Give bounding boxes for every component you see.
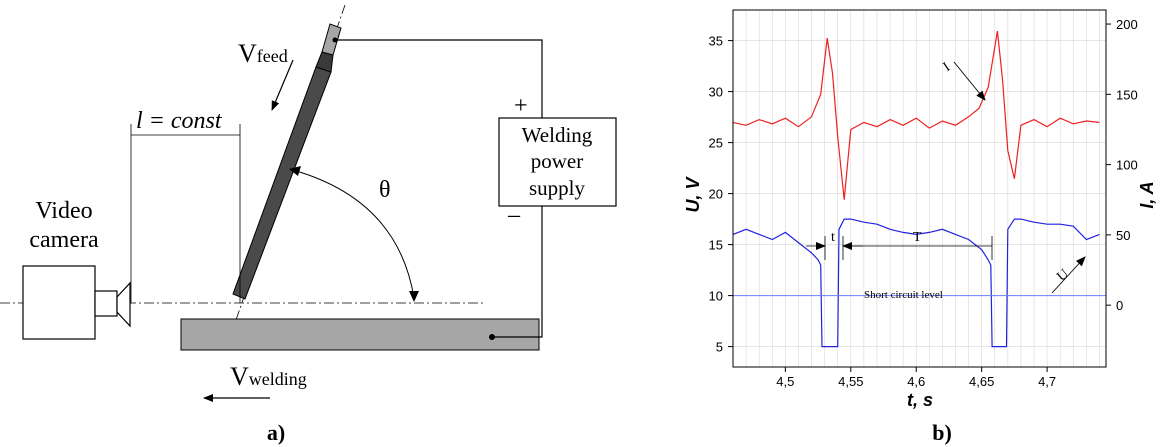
voltage-pointer-line (1051, 256, 1086, 294)
y-left-tick-label: 30 (709, 85, 723, 100)
camera-lens-hood (116, 281, 131, 328)
x-tick-label: 4,7 (1038, 374, 1056, 389)
y-right-tick-label: 0 (1116, 298, 1123, 313)
y-left-tick-label: 15 (709, 238, 723, 253)
plot-frame (732, 9, 1107, 368)
T-interval-label: T (913, 230, 922, 245)
y-left-tick-label: 10 (709, 289, 723, 304)
figure-b: 4,5 4,55 4,6 4,65 4,7 5 10 15 20 25 30 35 0 50 100 150 2… (683, 9, 1157, 445)
y-right-axis-label: I, A (1137, 181, 1157, 208)
y-left-tick-label: 25 (709, 136, 723, 151)
x-axis-label: t, s (907, 390, 933, 410)
theta-label: θ (379, 177, 391, 203)
feed-arrow (271, 59, 294, 111)
y-right-tick-label: 150 (1116, 87, 1138, 102)
current-series-line (732, 31, 1100, 200)
short-circuit-label: Short circuit level (864, 289, 943, 301)
x-tick-label: 4,6 (907, 374, 925, 389)
y-left-tick-label: 35 (709, 34, 723, 49)
power-supply-box (498, 117, 617, 207)
voltage-series-line (732, 218, 1100, 348)
power-supply-line-1: Welding (522, 123, 593, 147)
l-const-label: l = const (136, 108, 223, 134)
power-supply-line-2: power (531, 149, 583, 173)
wire-upper (336, 39, 543, 118)
figure-a: Vfeed l = const θ Welding power supply +… (0, 4, 617, 445)
caption-b: b) (932, 420, 952, 445)
y-left-axis-label: U, V (683, 176, 703, 213)
v-feed-label: Vfeed (238, 39, 288, 68)
wire-lower (492, 206, 543, 338)
chart-series (732, 31, 1106, 348)
v-welding-label: Vwelding (230, 362, 307, 391)
camera-lens-barrel (94, 290, 118, 317)
camera-label-line-1: Video (35, 198, 92, 224)
angle-arrow-end (409, 291, 419, 302)
angle-arc (292, 169, 415, 299)
workpiece (180, 318, 540, 351)
electrode-rod (232, 66, 332, 300)
minus-sign: – (507, 202, 521, 228)
chart-ticks: 4,5 4,55 4,6 4,65 4,7 5 10 15 20 25 30 35 0 50 100 150 2… (709, 17, 1138, 389)
y-right-tick-label: 100 (1116, 158, 1138, 173)
contact-tip-point (332, 37, 338, 43)
camera-label-line-2: camera (29, 227, 99, 253)
current-pointer-line (953, 61, 986, 101)
y-left-tick-label: 5 (716, 340, 723, 355)
y-right-tick-label: 200 (1116, 17, 1138, 32)
power-supply-line-3: supply (529, 176, 586, 200)
plus-sign: + (514, 93, 528, 119)
angle-arrow-start (289, 166, 301, 176)
y-right-tick-label: 50 (1116, 228, 1130, 243)
contact-tip (321, 23, 342, 56)
t-interval-label: t (831, 230, 835, 245)
y-left-tick-label: 20 (709, 187, 723, 202)
voltage-annotation: U (1054, 267, 1071, 285)
caption-a: a) (267, 420, 285, 445)
x-tick-label: 4,5 (776, 374, 794, 389)
camera-body (22, 265, 96, 340)
x-tick-label: 4,65 (969, 374, 994, 389)
chart-grid (732, 10, 1106, 367)
x-tick-label: 4,55 (838, 374, 863, 389)
